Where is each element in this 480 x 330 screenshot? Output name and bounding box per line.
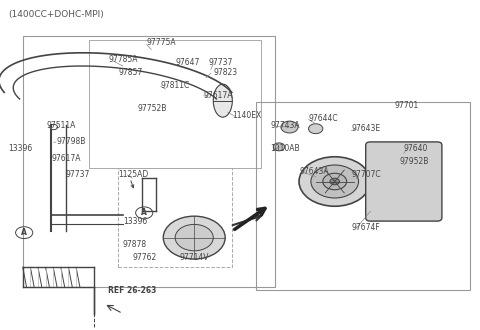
Circle shape bbox=[281, 121, 298, 133]
Bar bbox=[23, 36, 275, 287]
Circle shape bbox=[273, 143, 285, 151]
Circle shape bbox=[330, 178, 339, 185]
Text: 97674F: 97674F bbox=[351, 223, 380, 232]
Text: 97643E: 97643E bbox=[351, 124, 381, 133]
Circle shape bbox=[175, 224, 213, 251]
Text: 13396: 13396 bbox=[9, 144, 33, 153]
Text: 97878: 97878 bbox=[123, 240, 147, 249]
Text: 97647: 97647 bbox=[175, 58, 200, 67]
Text: A: A bbox=[21, 228, 27, 237]
Text: 97737: 97737 bbox=[66, 170, 90, 180]
FancyArrowPatch shape bbox=[131, 181, 134, 188]
Text: 97511A: 97511A bbox=[47, 121, 76, 130]
Text: 97737: 97737 bbox=[208, 58, 233, 67]
Text: 97952B: 97952B bbox=[399, 157, 429, 166]
Text: 97743A: 97743A bbox=[270, 121, 300, 130]
Text: 1125AD: 1125AD bbox=[118, 170, 148, 180]
Text: 97785A: 97785A bbox=[108, 55, 138, 64]
Text: 97617A: 97617A bbox=[204, 91, 233, 100]
Text: 97714V: 97714V bbox=[180, 253, 209, 262]
Circle shape bbox=[163, 216, 225, 259]
Circle shape bbox=[299, 157, 371, 206]
Bar bbox=[89, 40, 261, 168]
Text: 97798B: 97798B bbox=[56, 137, 85, 147]
Text: 97617A: 97617A bbox=[51, 154, 81, 163]
Text: 97644C: 97644C bbox=[309, 114, 338, 123]
Text: 97775A: 97775A bbox=[146, 38, 176, 48]
Circle shape bbox=[309, 124, 323, 134]
Text: 97643A: 97643A bbox=[299, 167, 329, 176]
Bar bbox=[118, 168, 232, 267]
Text: 1140EX: 1140EX bbox=[232, 111, 262, 120]
Circle shape bbox=[323, 173, 347, 190]
Text: (1400CC+DOHC-MPI): (1400CC+DOHC-MPI) bbox=[9, 10, 104, 19]
Text: 97752B: 97752B bbox=[137, 104, 167, 114]
Text: 97707C: 97707C bbox=[351, 170, 381, 180]
Bar bbox=[256, 102, 470, 290]
Text: 13396: 13396 bbox=[123, 216, 147, 226]
Text: REF 26-263: REF 26-263 bbox=[108, 286, 157, 295]
Text: 97857: 97857 bbox=[118, 68, 142, 77]
Text: A: A bbox=[141, 208, 147, 217]
FancyBboxPatch shape bbox=[366, 142, 442, 221]
Text: 97811C: 97811C bbox=[161, 81, 190, 90]
Text: 97823: 97823 bbox=[213, 68, 238, 77]
Ellipse shape bbox=[213, 84, 232, 117]
Text: 1010AB: 1010AB bbox=[270, 144, 300, 153]
Circle shape bbox=[311, 165, 359, 198]
Text: 97762: 97762 bbox=[132, 253, 156, 262]
Text: 97640: 97640 bbox=[404, 144, 428, 153]
Text: 97701: 97701 bbox=[394, 101, 419, 110]
